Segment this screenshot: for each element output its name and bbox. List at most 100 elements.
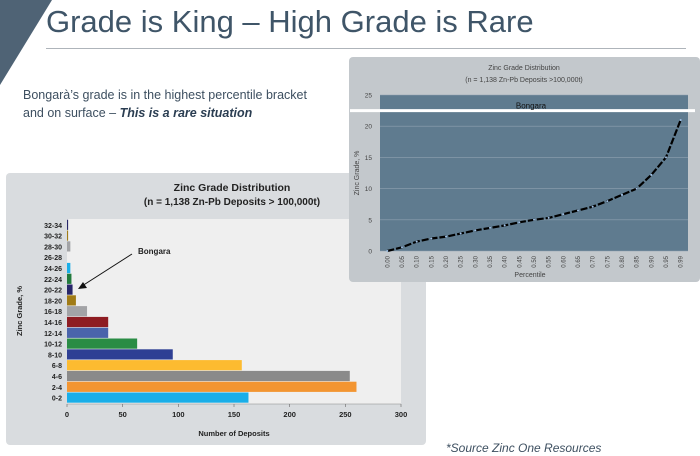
intro-emphasis: This is a rare situation <box>119 106 253 120</box>
x-tick-label: 0.50 <box>532 255 538 267</box>
bar-2-4 <box>67 381 357 392</box>
x-tick-label: 0.25 <box>459 255 465 267</box>
x-tick-label: 0.20 <box>444 255 450 267</box>
y-tick-label: 0 <box>368 249 372 256</box>
y-tick-label: 12-14 <box>44 331 62 338</box>
y-tick-label: 22-24 <box>44 277 62 284</box>
bongara-annotation: Bongara <box>138 247 171 256</box>
x-tick-label: 0.00 <box>385 255 391 267</box>
x-tick-label: 0.99 <box>679 255 685 267</box>
y-tick-label: 28-30 <box>44 244 62 251</box>
data-point <box>591 205 594 208</box>
bar-20-22 <box>67 284 73 295</box>
x-tick-label: 0.35 <box>488 255 494 267</box>
x-tick-label: 150 <box>228 410 241 419</box>
y-tick-label: 4-6 <box>52 374 62 381</box>
data-point <box>665 156 667 159</box>
x-tick-label: 0.15 <box>429 255 435 267</box>
y-tick-label: 10-12 <box>44 342 62 349</box>
annotation-arrow-line <box>81 253 133 287</box>
x-tick-label: 50 <box>118 410 126 419</box>
bar-18-20 <box>67 295 76 306</box>
y-tick-label: 32-34 <box>44 223 62 230</box>
y-tick-label: 20 <box>365 124 373 131</box>
arrow-head-icon <box>78 282 87 289</box>
x-axis-label: Percentile <box>514 272 545 279</box>
x-tick-label: 0.90 <box>649 255 655 267</box>
y-tick-label: 30-32 <box>44 234 62 241</box>
x-tick-label: 0.80 <box>620 255 626 267</box>
data-point <box>489 226 491 229</box>
bar-6-8 <box>67 360 242 371</box>
bar-10-12 <box>67 338 138 349</box>
bar-4-6 <box>67 370 350 382</box>
x-tick-label: 0.85 <box>635 255 641 267</box>
line-plot-area <box>380 95 688 251</box>
line-chart-subtitle: (n = 1,138 Zn-Pb Deposits >100,000t) <box>465 77 583 84</box>
corner-decoration <box>0 0 52 85</box>
data-point <box>547 216 550 219</box>
y-axis-label: Zinc Grade, % <box>15 286 24 336</box>
data-point <box>606 200 609 203</box>
y-tick-label: 15 <box>365 155 373 162</box>
data-point <box>474 229 477 232</box>
x-tick-label: 0.95 <box>664 255 670 267</box>
bar-22-24 <box>67 273 72 284</box>
x-tick-label: 0 <box>65 410 69 419</box>
source-note: *Source Zinc One Resources <box>446 441 602 455</box>
bar-12-14 <box>67 327 109 338</box>
y-tick-label: 10 <box>365 186 373 193</box>
bar-chart-title: Zinc Grade Distribution <box>174 182 291 194</box>
data-point <box>503 224 506 227</box>
x-tick-label: 0.40 <box>503 255 509 267</box>
data-point <box>445 235 447 238</box>
y-tick-label: 0-2 <box>52 396 62 403</box>
x-tick-label: 0.45 <box>517 255 523 267</box>
y-tick-label: 8-10 <box>48 352 62 359</box>
x-tick-label: 100 <box>172 410 185 419</box>
data-point <box>577 209 579 212</box>
x-tick-label: 300 <box>395 410 408 419</box>
x-axis-label: Number of Deposits <box>198 429 269 438</box>
data-point <box>621 193 623 196</box>
y-tick-label: 16-18 <box>44 309 62 316</box>
line-chart-title: Zinc Grade Distribution <box>488 65 560 72</box>
bar-14-16 <box>67 316 109 328</box>
bar-16-18 <box>67 306 88 317</box>
data-point <box>386 250 389 252</box>
x-tick-label: 0.65 <box>576 255 582 267</box>
bar-0-2 <box>67 392 249 403</box>
data-point <box>415 240 418 243</box>
data-point <box>533 218 535 221</box>
data-point <box>562 213 565 216</box>
x-tick-label: 0.70 <box>591 255 597 267</box>
title-divider <box>46 48 686 49</box>
y-tick-label: 25 <box>365 93 373 100</box>
bar-30-32 <box>67 230 69 241</box>
y-tick-label: 26-28 <box>44 255 62 262</box>
y-tick-label: 18-20 <box>44 298 62 305</box>
x-tick-label: 0.10 <box>415 255 421 267</box>
y-tick-label: 14-16 <box>44 320 62 327</box>
data-point <box>518 221 521 224</box>
data-point <box>459 232 462 235</box>
y-axis-label: Zinc Grade, % <box>354 151 361 196</box>
x-tick-label: 0.60 <box>561 255 567 267</box>
intro-text: Bongarà’s grade is in the highest percen… <box>23 86 307 122</box>
y-tick-label: 5 <box>368 217 372 224</box>
data-point <box>679 118 682 121</box>
bar-32-34 <box>67 219 69 230</box>
intro-line-2: and on surface – <box>23 106 120 120</box>
bar-28-30 <box>67 241 71 252</box>
bar-chart-subtitle: (n = 1,138 Zn-Pb Deposits > 100,000t) <box>144 197 320 208</box>
y-tick-label: 24-26 <box>44 266 62 273</box>
x-tick-label: 0.55 <box>547 255 553 267</box>
x-tick-label: 0.30 <box>473 255 479 267</box>
bar-24-26 <box>67 262 71 274</box>
y-tick-label: 6-8 <box>52 363 62 370</box>
page-title: Grade is King – High Grade is Rare <box>46 4 534 39</box>
y-tick-label: 2-4 <box>52 385 62 392</box>
data-point <box>650 173 653 176</box>
